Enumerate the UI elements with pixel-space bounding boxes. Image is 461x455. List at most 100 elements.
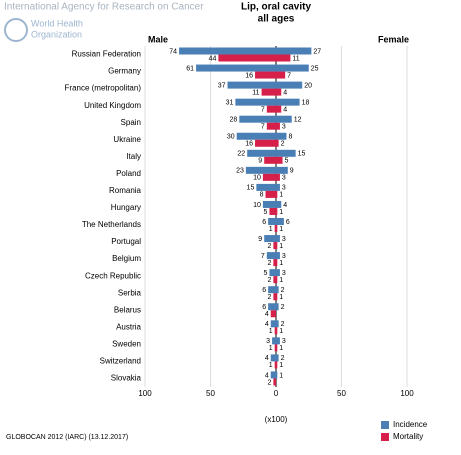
value-label: 16 [245, 141, 253, 148]
x-tick-label: 50 [206, 389, 215, 398]
category-label: Portugal [111, 237, 141, 246]
bar [266, 122, 276, 130]
bar [274, 225, 276, 232]
value-label: 3 [282, 124, 286, 131]
category-label: Switzerland [100, 357, 141, 366]
value-label: 1 [279, 294, 283, 301]
bar [272, 337, 276, 345]
value-label: 22 [237, 151, 245, 158]
value-label: 2 [267, 379, 271, 386]
value-label: 3 [282, 338, 286, 345]
bar [273, 242, 276, 250]
bar [179, 47, 276, 55]
bar [276, 88, 282, 96]
x-tick-label: 0 [274, 389, 279, 398]
bar [227, 81, 276, 89]
value-label: 31 [226, 99, 234, 106]
value-label: 1 [279, 243, 283, 250]
bar [261, 88, 276, 96]
value-label: 18 [302, 99, 310, 106]
value-label: 37 [218, 82, 226, 89]
bar [235, 98, 276, 106]
value-label: 27 [313, 48, 321, 55]
value-label: 5 [285, 158, 289, 165]
category-label: Poland [116, 169, 141, 178]
bar [262, 200, 276, 208]
value-label: 11 [252, 89, 259, 96]
value-label: 1 [279, 260, 283, 267]
logo-text: World Health [31, 18, 83, 28]
bar [245, 166, 276, 174]
category-label: Belgium [112, 254, 141, 263]
bar [274, 327, 276, 335]
bar [276, 242, 278, 250]
legend-swatch [381, 433, 389, 441]
value-label: 2 [281, 355, 285, 362]
value-label: 2 [267, 294, 271, 301]
bar [276, 47, 312, 55]
bar [276, 132, 287, 140]
value-label: 7 [287, 72, 291, 79]
legend-swatch [381, 421, 389, 429]
x-tick-label: 50 [337, 389, 346, 398]
value-label: 2 [267, 260, 271, 267]
bar [264, 235, 276, 243]
bar [273, 276, 276, 284]
value-label: 61 [186, 65, 194, 72]
value-label: 1 [279, 192, 283, 199]
value-label: 8 [288, 134, 292, 141]
bar [276, 81, 303, 89]
right-label: Female [378, 34, 409, 44]
bar [276, 98, 300, 106]
value-label: 20 [304, 82, 312, 89]
value-label: 4 [283, 106, 287, 113]
value-label: 7 [261, 253, 265, 260]
value-label: 4 [265, 372, 269, 379]
legend-label: Incidence [393, 420, 428, 429]
category-label: Italy [126, 152, 141, 161]
value-label: 15 [247, 185, 255, 192]
value-label: 1 [279, 372, 283, 379]
bar [276, 218, 284, 225]
bar [265, 190, 276, 198]
bar [276, 371, 278, 379]
bar [274, 344, 276, 352]
category-label: Ukraine [113, 135, 141, 144]
bar [268, 286, 276, 294]
value-label: 9 [258, 158, 262, 165]
value-label: 23 [236, 168, 244, 175]
bar [264, 156, 276, 164]
bar [276, 235, 280, 243]
value-label: 1 [279, 345, 283, 352]
value-label: 1 [279, 277, 283, 284]
value-label: 3 [282, 175, 286, 182]
value-label: 30 [227, 134, 235, 141]
bar [236, 132, 276, 140]
chart-subtitle: all ages [258, 14, 295, 25]
value-label: 4 [265, 321, 269, 328]
value-label: 1 [279, 226, 283, 233]
bar [276, 64, 309, 72]
value-label: 4 [265, 355, 269, 362]
value-label: 1 [279, 328, 283, 335]
value-label: 74 [169, 48, 177, 55]
bar [276, 259, 278, 267]
bar [269, 207, 276, 215]
bar [276, 190, 278, 198]
logo-text: Organization [31, 29, 82, 39]
value-label: 44 [209, 55, 217, 62]
value-label: 10 [253, 175, 261, 182]
legend-label: Mortality [393, 432, 423, 441]
bar [255, 139, 276, 147]
bar [276, 337, 280, 345]
value-label: 28 [230, 117, 238, 124]
value-label: 11 [292, 55, 299, 62]
category-label: Hungary [111, 203, 141, 212]
header: International Agency for Research on Can… [4, 2, 204, 13]
category-label: The Netherlands [82, 220, 141, 229]
value-label: 3 [282, 253, 286, 260]
value-label: 15 [298, 151, 306, 158]
bar [276, 269, 280, 277]
bar [276, 156, 283, 164]
